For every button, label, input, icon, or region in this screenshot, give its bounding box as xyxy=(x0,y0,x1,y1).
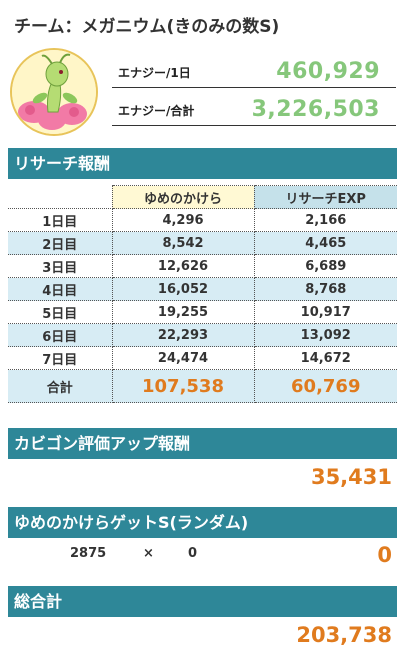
times-icon: × xyxy=(143,546,154,561)
energy-daily-value: 460,929 xyxy=(276,59,380,84)
table-row: 7日目 24,474 14,672 xyxy=(8,346,397,370)
grand-total-header: 総合計 xyxy=(8,586,397,617)
snorlax-bonus-header: カビゴン評価アップ報酬 xyxy=(8,428,397,459)
row-shards: 12,626 xyxy=(111,254,255,278)
row-exp: 14,672 xyxy=(253,346,397,370)
row-shards: 24,474 xyxy=(111,346,255,370)
row-shards: 4,296 xyxy=(111,208,255,232)
energy-total-value: 3,226,503 xyxy=(251,97,380,122)
energy-total-label: エナジー/合計 xyxy=(118,104,195,118)
row-exp: 8,768 xyxy=(253,277,397,301)
energy-total-row: エナジー/合計 3,226,503 xyxy=(112,90,396,126)
table-total-row: 合計 107,538 60,769 xyxy=(8,369,397,403)
row-shards: 16,052 xyxy=(111,277,255,301)
row-shards: 22,293 xyxy=(111,323,255,347)
research-reward-header: リサーチ報酬 xyxy=(8,148,397,179)
row-shards: 8,542 xyxy=(111,231,255,255)
table-row: 6日目 22,293 13,092 xyxy=(8,323,397,347)
row-day: 1日目 xyxy=(8,208,113,232)
row-day: 2日目 xyxy=(8,231,113,255)
energy-daily-label: エナジー/1日 xyxy=(118,66,191,80)
table-row: 3日目 12,626 6,689 xyxy=(8,254,397,278)
table-header-exp: リサーチEXP xyxy=(253,185,397,209)
meganium-avatar xyxy=(10,48,98,136)
shard-get-base: 2875 xyxy=(70,546,107,561)
row-day: 4日目 xyxy=(8,277,113,301)
table-row: 1日目 4,296 2,166 xyxy=(8,208,397,232)
row-exp: 6,689 xyxy=(253,254,397,278)
shard-get-header: ゆめのかけらゲットS(ランダム) xyxy=(8,507,397,538)
table-header-row: ゆめのかけら リサーチEXP xyxy=(8,185,397,209)
row-shards: 19,255 xyxy=(111,300,255,324)
row-day: 6日目 xyxy=(8,323,113,347)
total-exp: 60,769 xyxy=(253,369,397,403)
shard-get-count: 0 xyxy=(188,546,198,561)
row-exp: 10,917 xyxy=(253,300,397,324)
row-day: 7日目 xyxy=(8,346,113,370)
table-row: 2日目 8,542 4,465 xyxy=(8,231,397,255)
research-reward-table: ゆめのかけら リサーチEXP 1日目 4,296 2,166 2日目 8,542… xyxy=(8,185,397,403)
meganium-icon xyxy=(12,50,96,134)
row-exp: 13,092 xyxy=(253,323,397,347)
total-shards: 107,538 xyxy=(111,369,255,403)
table-row: 4日目 16,052 8,768 xyxy=(8,277,397,301)
table-row: 5日目 19,255 10,917 xyxy=(8,300,397,324)
row-exp: 4,465 xyxy=(253,231,397,255)
team-title: チーム：メガニウム(きのみの数S) xyxy=(14,17,280,37)
row-day: 5日目 xyxy=(8,300,113,324)
snorlax-bonus-value: 35,431 xyxy=(310,465,392,489)
table-header-shards: ゆめのかけら xyxy=(111,185,255,209)
energy-daily-row: エナジー/1日 460,929 xyxy=(112,52,396,88)
row-day: 3日目 xyxy=(8,254,113,278)
grand-total-value: 203,738 xyxy=(296,623,392,647)
total-label: 合計 xyxy=(8,369,113,403)
table-header-empty xyxy=(8,185,113,209)
row-exp: 2,166 xyxy=(253,208,397,232)
shard-get-result: 0 xyxy=(377,543,392,567)
